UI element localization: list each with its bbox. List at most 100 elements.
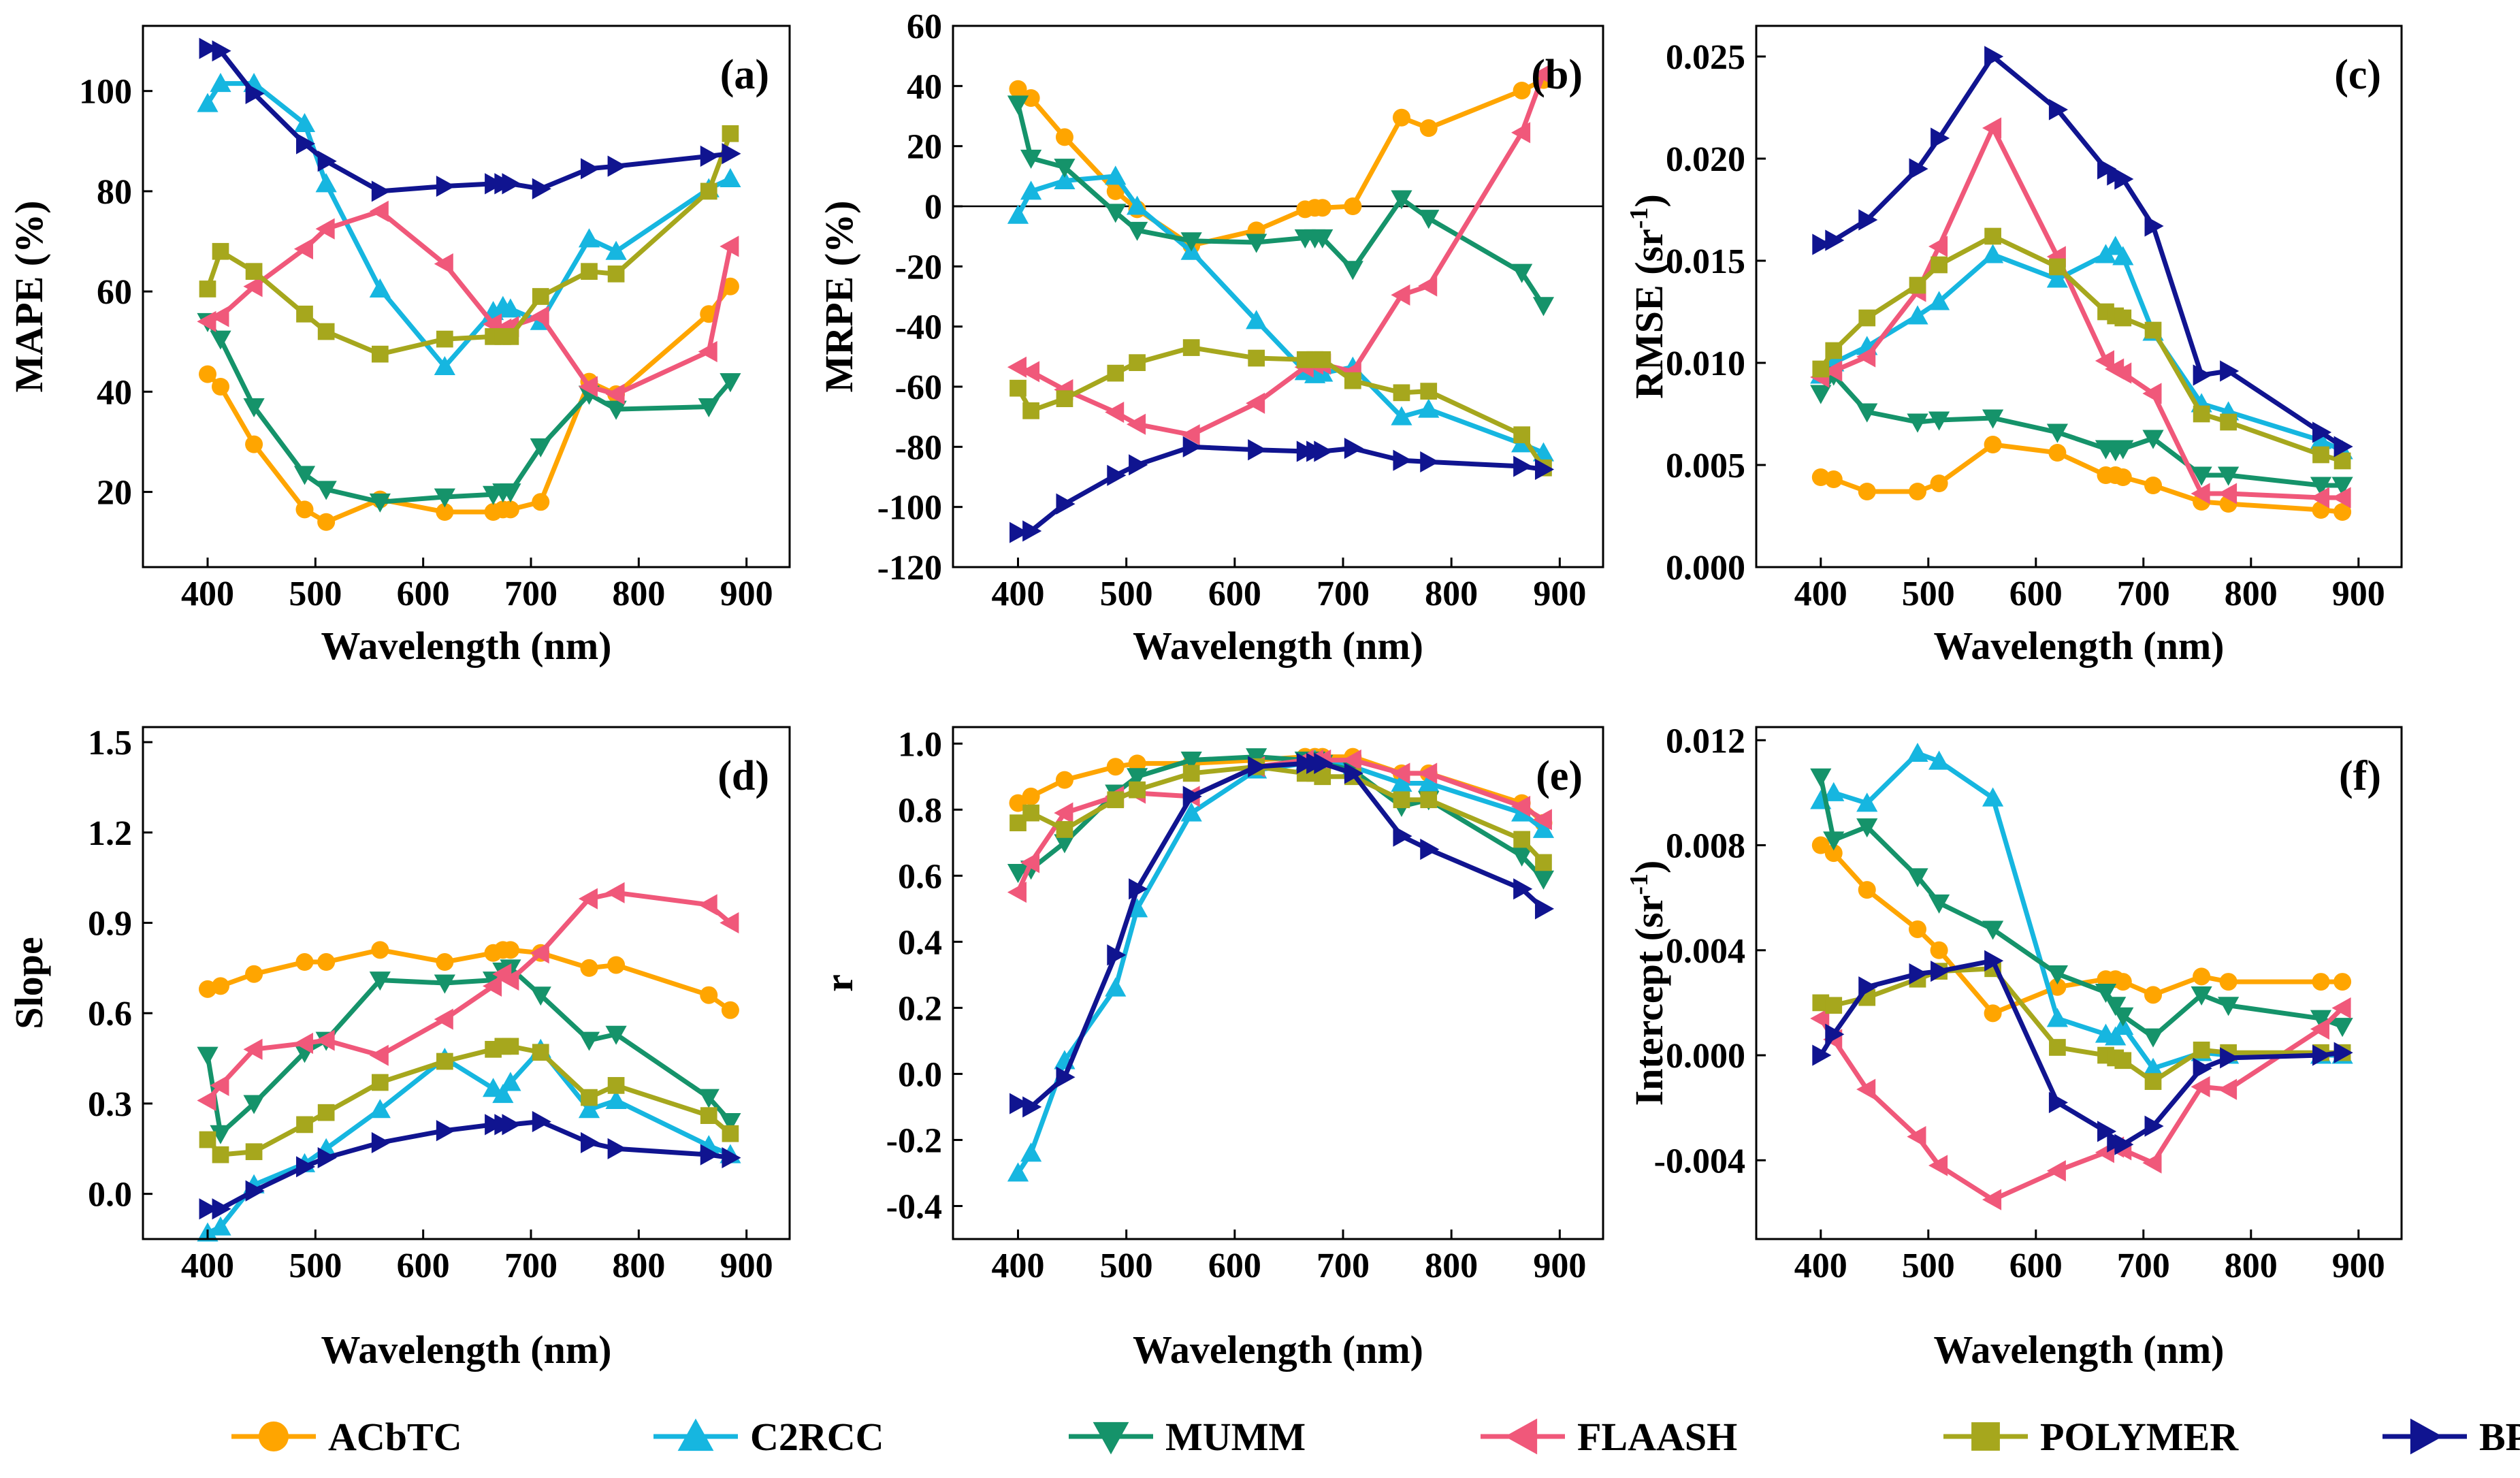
data-point xyxy=(2144,321,2162,339)
data-point xyxy=(1126,413,1146,435)
data-point xyxy=(2114,168,2134,190)
data-point xyxy=(1534,458,1555,481)
data-point xyxy=(293,466,316,485)
y-tick-label: 0.025 xyxy=(1666,38,1745,77)
y-tick-label: 0.008 xyxy=(1666,827,1745,866)
legend-label: BPAC xyxy=(2479,1415,2520,1459)
series-mumm xyxy=(1007,95,1555,317)
series-line xyxy=(206,320,732,504)
data-point xyxy=(296,133,316,155)
x-tick-label: 600 xyxy=(1208,575,1261,613)
series-line xyxy=(206,208,733,397)
data-point xyxy=(605,400,627,420)
legend-label: MUMM xyxy=(1165,1415,1306,1459)
series-line xyxy=(1016,758,1545,893)
x-axis-label: Wavelength (nm) xyxy=(321,1328,612,1372)
data-point xyxy=(1856,403,1878,423)
data-point xyxy=(199,280,216,298)
data-point xyxy=(1907,868,1928,888)
data-point xyxy=(1393,825,1412,847)
x-tick-label: 400 xyxy=(1794,1247,1847,1285)
data-point xyxy=(1513,455,1533,477)
data-point xyxy=(1296,752,1316,774)
data-point xyxy=(530,942,549,964)
series-line xyxy=(206,1044,732,1157)
x-tick-label: 900 xyxy=(2332,1247,2385,1285)
data-point xyxy=(436,330,453,348)
data-point xyxy=(1182,436,1202,457)
data-point xyxy=(2046,423,2068,443)
data-point xyxy=(502,1038,519,1055)
data-point xyxy=(369,200,389,222)
chart-panel-e: 400 500 600 700 800 900 -0.4 -0.2 0.0 0.2 0.4 0.6 0.… xyxy=(817,725,1604,1372)
data-point xyxy=(2218,1078,2238,1100)
data-point xyxy=(1182,786,1202,807)
data-point xyxy=(1810,768,1832,788)
series-flaash xyxy=(197,882,739,1112)
data-point xyxy=(2333,1042,2353,1063)
data-point xyxy=(1314,752,1334,774)
data-point xyxy=(581,1089,598,1106)
y-tick-label: 0.004 xyxy=(1666,932,1745,971)
data-point xyxy=(1931,256,1948,274)
data-point xyxy=(501,500,519,519)
x-tick-label: 400 xyxy=(992,575,1045,613)
x-tick-label: 700 xyxy=(504,575,558,613)
x-axis-label: Wavelength (nm) xyxy=(1133,1328,1423,1372)
data-point xyxy=(1420,383,1438,400)
series-mumm xyxy=(1810,366,2353,496)
y-tick-label: 0.000 xyxy=(1666,1037,1745,1076)
data-point xyxy=(2048,978,2067,996)
y-axis-label-main: Intercept (sr xyxy=(1627,895,1671,1106)
legend-label: FLAASH xyxy=(1577,1415,1737,1459)
data-point xyxy=(1532,809,1552,831)
data-point xyxy=(436,953,454,971)
data-point xyxy=(317,150,337,172)
data-point xyxy=(581,263,598,280)
data-point xyxy=(2333,503,2352,521)
data-point xyxy=(578,1099,600,1119)
data-point xyxy=(1511,795,1531,818)
data-point xyxy=(1020,1142,1042,1162)
data-point xyxy=(1129,354,1146,372)
data-point xyxy=(578,888,598,910)
data-point xyxy=(1022,1096,1042,1118)
data-point xyxy=(1856,818,1878,838)
data-point xyxy=(1418,772,1440,792)
data-point xyxy=(1511,122,1531,144)
legend-item-polymer: POLYMER xyxy=(1943,1415,2239,1459)
data-point xyxy=(2097,158,2117,180)
x-tick-label: 500 xyxy=(1100,575,1153,613)
data-point xyxy=(1296,440,1316,462)
data-point xyxy=(532,178,551,199)
data-point xyxy=(1907,413,1928,433)
x-tick-label: 600 xyxy=(2009,1247,2063,1285)
data-point xyxy=(1928,411,1950,431)
legend: ACbTC C2RCC MUMM FLAASH POLYMER BPAC xyxy=(231,1415,2520,1459)
data-point xyxy=(1180,232,1202,252)
data-point xyxy=(197,1046,219,1066)
panel-label: (e) xyxy=(1536,753,1583,799)
data-point xyxy=(1858,209,1878,231)
data-point xyxy=(293,112,316,133)
y-tick-label: 20 xyxy=(907,128,942,167)
y-tick-label: 0.0 xyxy=(898,1055,942,1094)
y-tick-label: 0.0 xyxy=(88,1176,132,1215)
legend-label: POLYMER xyxy=(2040,1415,2239,1459)
y-tick-label: 20 xyxy=(97,474,132,513)
y-axis-label-superscript: -1 xyxy=(1625,873,1653,895)
data-point xyxy=(369,971,391,991)
plot-frame xyxy=(1755,25,2403,568)
legend-marker xyxy=(677,1418,714,1451)
series-polymer xyxy=(1812,227,2351,470)
series-line xyxy=(206,1046,732,1236)
data-point xyxy=(1342,749,1361,771)
data-point xyxy=(1126,221,1148,241)
data-point xyxy=(2114,468,2132,486)
data-point xyxy=(2114,973,2132,991)
y-tick-label: -20 xyxy=(895,248,942,287)
data-point xyxy=(1022,804,1039,822)
data-point xyxy=(2144,477,2163,494)
data-point xyxy=(2048,99,2068,121)
y-axis-label-main: RMSE (sr xyxy=(1627,229,1671,399)
